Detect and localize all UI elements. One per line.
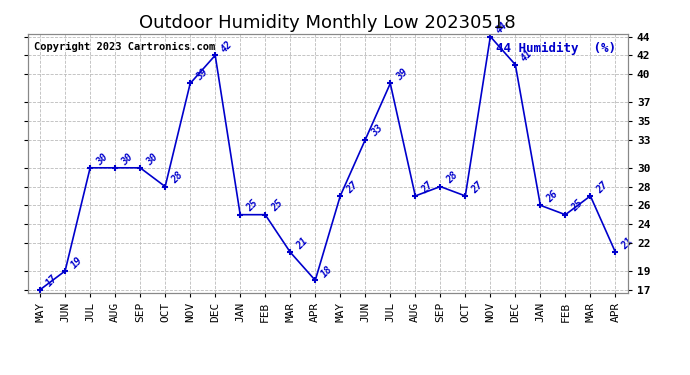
Text: 28: 28 bbox=[169, 170, 185, 186]
Text: 27: 27 bbox=[344, 180, 359, 195]
Text: 21: 21 bbox=[295, 236, 310, 251]
Text: 41: 41 bbox=[520, 48, 535, 64]
Text: 26: 26 bbox=[544, 189, 560, 204]
Text: 27: 27 bbox=[420, 180, 435, 195]
Text: 19: 19 bbox=[69, 255, 85, 270]
Text: 44: 44 bbox=[495, 20, 510, 36]
Text: 17: 17 bbox=[44, 273, 59, 289]
Text: Copyright 2023 Cartronics.com: Copyright 2023 Cartronics.com bbox=[34, 42, 215, 51]
Text: 25: 25 bbox=[244, 198, 259, 214]
Text: 30: 30 bbox=[144, 152, 159, 167]
Text: 44 Humidity  (%): 44 Humidity (%) bbox=[496, 42, 616, 55]
Text: 21: 21 bbox=[620, 236, 635, 251]
Text: 28: 28 bbox=[444, 170, 460, 186]
Text: 27: 27 bbox=[469, 180, 485, 195]
Text: 18: 18 bbox=[319, 264, 335, 279]
Text: 33: 33 bbox=[369, 123, 385, 139]
Text: 30: 30 bbox=[95, 152, 110, 167]
Text: 39: 39 bbox=[195, 67, 210, 82]
Text: 42: 42 bbox=[219, 39, 235, 54]
Text: 25: 25 bbox=[269, 198, 285, 214]
Title: Outdoor Humidity Monthly Low 20230518: Outdoor Humidity Monthly Low 20230518 bbox=[139, 14, 516, 32]
Text: 30: 30 bbox=[119, 152, 135, 167]
Text: 39: 39 bbox=[395, 67, 410, 82]
Text: 25: 25 bbox=[569, 198, 585, 214]
Text: 27: 27 bbox=[595, 180, 610, 195]
